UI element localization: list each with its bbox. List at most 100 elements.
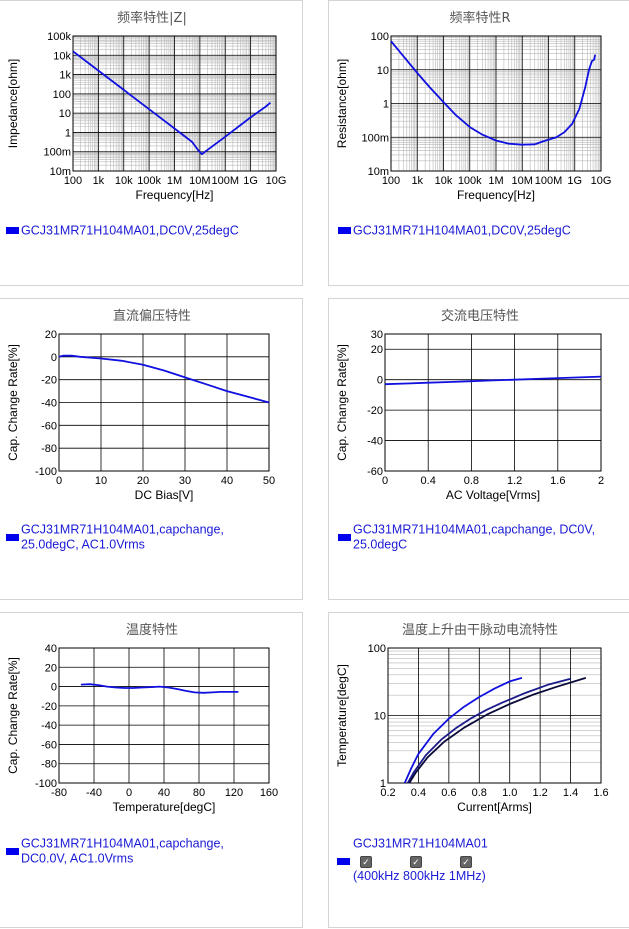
y-tick-label: -60 [41,420,57,432]
x-tick-label: 100 [64,175,82,187]
frequency-labels: (400kHz 800kHz 1MHz) [353,869,486,883]
chart-panel-impedance: 频率特性|Z| 100 1k 10k 100k 1M 10M 100M 1G 10G 10m 100m… [0,0,303,286]
x-tick-label: 30 [179,475,191,487]
y-tick-label: 10m [368,166,389,178]
x-tick-label: 1.0 [502,787,517,799]
x-tick-label: 50 [263,475,275,487]
legend-line-1: ,capchange, [155,522,224,537]
y-tick-label: -40 [41,398,57,410]
x-tick-label: 1.6 [593,787,608,799]
y-tick-label: 100k [47,31,71,43]
x-tick-label: 0.4 [421,475,436,487]
x-tick-label: 2 [598,475,604,487]
chart-svg: 温度特性-80 -40 0 40 80 120 16040200-20-40-60-80-1… [6,622,278,814]
x-tick-label: 1k [411,175,423,187]
y-tick-label: -20 [41,375,57,387]
legend-swatch [337,858,350,866]
legend-prefix: GCJ31MR71H104MA01 [21,836,156,851]
x-tick-label: 10M [189,175,210,187]
series-line [390,40,597,146]
x-tick-label: 160 [260,787,278,799]
x-tick-label: 1G [243,175,258,187]
y-tick-label: 1 [380,778,386,790]
x-tick-label: 10 [95,475,107,487]
y-tick-label: 100m [361,132,389,144]
y-tick-label: -60 [41,739,57,751]
legend-swatch [6,847,19,855]
legend-line-1: ,DC0V,25degC [155,223,239,238]
x-axis-label: DC Bias[V] [135,488,194,502]
y-tick-label: -60 [367,466,383,478]
x-tick-label: 1k [93,175,105,187]
y-axis-label: Cap. Change Rate[%] [335,344,349,461]
freq-label-400khz: 400kHz [357,869,400,883]
legend-prefix: GCJ31MR71H104MA01 [353,836,488,851]
x-tick-label: 120 [225,787,243,799]
x-axis-label: AC Voltage[Vrms] [446,488,540,502]
freq-label-800khz: 800kHz [403,869,446,883]
chart-svg: 交流电压特性 0 0.4 0.8 1.2 1.6 2 30 20 0 -20 -40 -60 AC Vol… [335,308,604,502]
x-tick-label: 1.4 [563,787,578,799]
y-tick-label: 10 [59,108,71,120]
x-tick-label: 20 [137,475,149,487]
chart-svg: 频率特性R 100 1k 10k 100k 1M 10M 100M 1G 10G 10m 100m 1 1… [335,10,611,202]
y-tick-label: 100 [368,643,386,655]
y-tick-label: 1 [383,99,389,111]
plot-frame [58,647,270,784]
checkbox-800khz[interactable]: ✓ [410,855,422,868]
y-tick-label: 20 [45,329,57,341]
legend-swatch [338,227,351,235]
y-axis-label: Resistance[ohm] [335,59,349,148]
chart-title: 温度特性 [126,622,178,638]
y-tick-label: -40 [41,720,57,732]
x-tick-label: 10M [512,175,533,187]
x-tick-label: 80 [193,787,205,799]
series-line [408,677,587,784]
y-tick-label: 10 [374,711,386,723]
chart-panel-ac-voltage: 交流电压特性 0 0.4 0.8 1.2 1.6 2 30 20 0 -20 -40 -60 AC Vol… [328,298,629,600]
checkbox-400khz[interactable]: ✓ [360,855,372,868]
checkbox-1mhz[interactable]: ✓ [460,855,472,868]
plot-frame [387,647,602,784]
x-tick-label: 0.8 [472,787,487,799]
y-tick-label: 100 [53,89,71,101]
chart-title: 温度上升由干脉动电流特性 [402,622,558,638]
legend-line-2: DC0.0V, AC1.0Vrms [21,851,134,866]
chart-svg: 直流偏压特性 0 10 20 30 40 50 20 0 -20 -40 -60 -80 -100 DC B… [6,309,275,502]
x-tick-label: 10k [115,175,133,187]
legend-swatch [6,533,19,541]
y-axis-label: Impedance[ohm] [6,59,20,148]
y-tick-label: 0 [377,375,383,387]
legend-line-2: 25.0degC, AC1.0Vrms [21,537,145,552]
series-line [384,375,602,386]
plot-frame [390,35,602,172]
legend: GCJ31MR71H104MA01,DC0V,25degC [6,223,239,238]
chart-panel-temperature: 温度特性 -80 -40 0 40 80 120 160 40 20 0 -20 -40 -60 -80 -1… [0,612,303,928]
x-tick-label: 40 [221,475,233,487]
legend-swatch [6,227,19,235]
legend-line-1: ,capchange, [155,836,224,851]
y-tick-label: 10 [377,65,389,77]
series-line [58,354,270,404]
chart-title: 交流电压特性 [441,308,519,324]
x-tick-label: 0.4 [411,787,426,799]
x-tick-label: -40 [86,787,102,799]
x-tick-label: 1G [567,175,582,187]
y-axis-label: Cap. Change Rate[%] [6,657,20,774]
y-tick-label: 100 [371,31,389,43]
y-tick-label: -100 [35,466,57,478]
x-tick-label: 10G [266,175,287,187]
x-tick-label: -80 [51,787,67,799]
y-tick-label: -80 [41,443,57,455]
y-tick-label: 10m [50,166,71,178]
y-tick-label: 100m [43,147,71,159]
legend-prefix: GCJ31MR71H104MA01 [353,522,488,537]
legend: GCJ31MR71H104MA01,capchange, DC0.0V, AC1… [6,836,224,865]
x-tick-label: 100k [458,175,482,187]
x-tick-label: 0 [382,475,388,487]
series-line [403,677,523,784]
freq-label-1mhz: 1MHz [448,869,482,883]
y-tick-label: 20 [45,662,57,674]
x-tick-label: 0 [126,787,132,799]
chart-panel-dc-bias: 直流偏压特性 0 10 20 30 40 50 20 0 -20 -40 -60 -80 -100 DC B… [0,298,303,600]
